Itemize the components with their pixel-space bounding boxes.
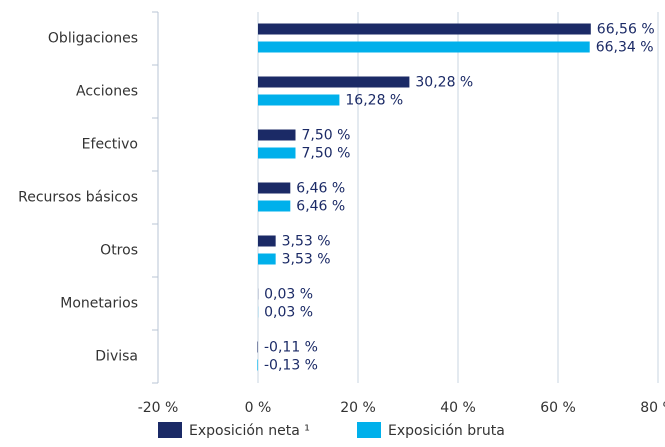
x-tick-label: -20 % [138, 400, 179, 416]
value-label: -0,11 % [264, 340, 318, 356]
y-tick-label: Otros [100, 243, 138, 259]
y-tick-label: Divisa [95, 349, 138, 365]
x-tick-label: 40 % [440, 400, 476, 416]
value-label: 6,46 % [296, 181, 345, 197]
bar [257, 360, 258, 371]
value-label: 7,50 % [302, 146, 351, 162]
bar [258, 24, 591, 35]
value-label: 66,56 % [597, 22, 655, 38]
legend-swatch [357, 422, 381, 438]
bar [258, 130, 296, 141]
y-tick-label: Efectivo [82, 137, 138, 153]
bar [258, 42, 590, 53]
bar [258, 254, 276, 265]
y-tick-label: Obligaciones [48, 31, 138, 47]
x-tick-label: 0 % [245, 400, 272, 416]
bar [258, 236, 276, 247]
value-label: -0,13 % [264, 358, 318, 374]
value-label: 3,53 % [282, 234, 331, 250]
value-label: 0,03 % [264, 287, 313, 303]
bar [258, 201, 290, 212]
value-label: 6,46 % [296, 199, 345, 215]
value-label: 0,03 % [264, 305, 313, 321]
x-tick-label: 80 % [640, 400, 665, 416]
legend-label: Exposición bruta [388, 423, 505, 439]
bar [258, 95, 339, 106]
value-label: 7,50 % [302, 128, 351, 144]
bar [258, 77, 409, 88]
legend-label: Exposición neta ¹ [189, 423, 310, 439]
value-label: 30,28 % [415, 75, 473, 91]
bar [257, 342, 258, 353]
bar [258, 183, 290, 194]
value-label: 3,53 % [282, 252, 331, 268]
x-tick-label: 20 % [340, 400, 376, 416]
x-tick-label: 60 % [540, 400, 576, 416]
bar [258, 148, 296, 159]
y-tick-label: Recursos básicos [18, 190, 138, 206]
y-tick-label: Monetarios [60, 296, 138, 312]
value-label: 16,28 % [345, 93, 403, 109]
y-tick-label: Acciones [76, 84, 138, 100]
value-label: 66,34 % [596, 40, 654, 56]
legend-swatch [158, 422, 182, 438]
